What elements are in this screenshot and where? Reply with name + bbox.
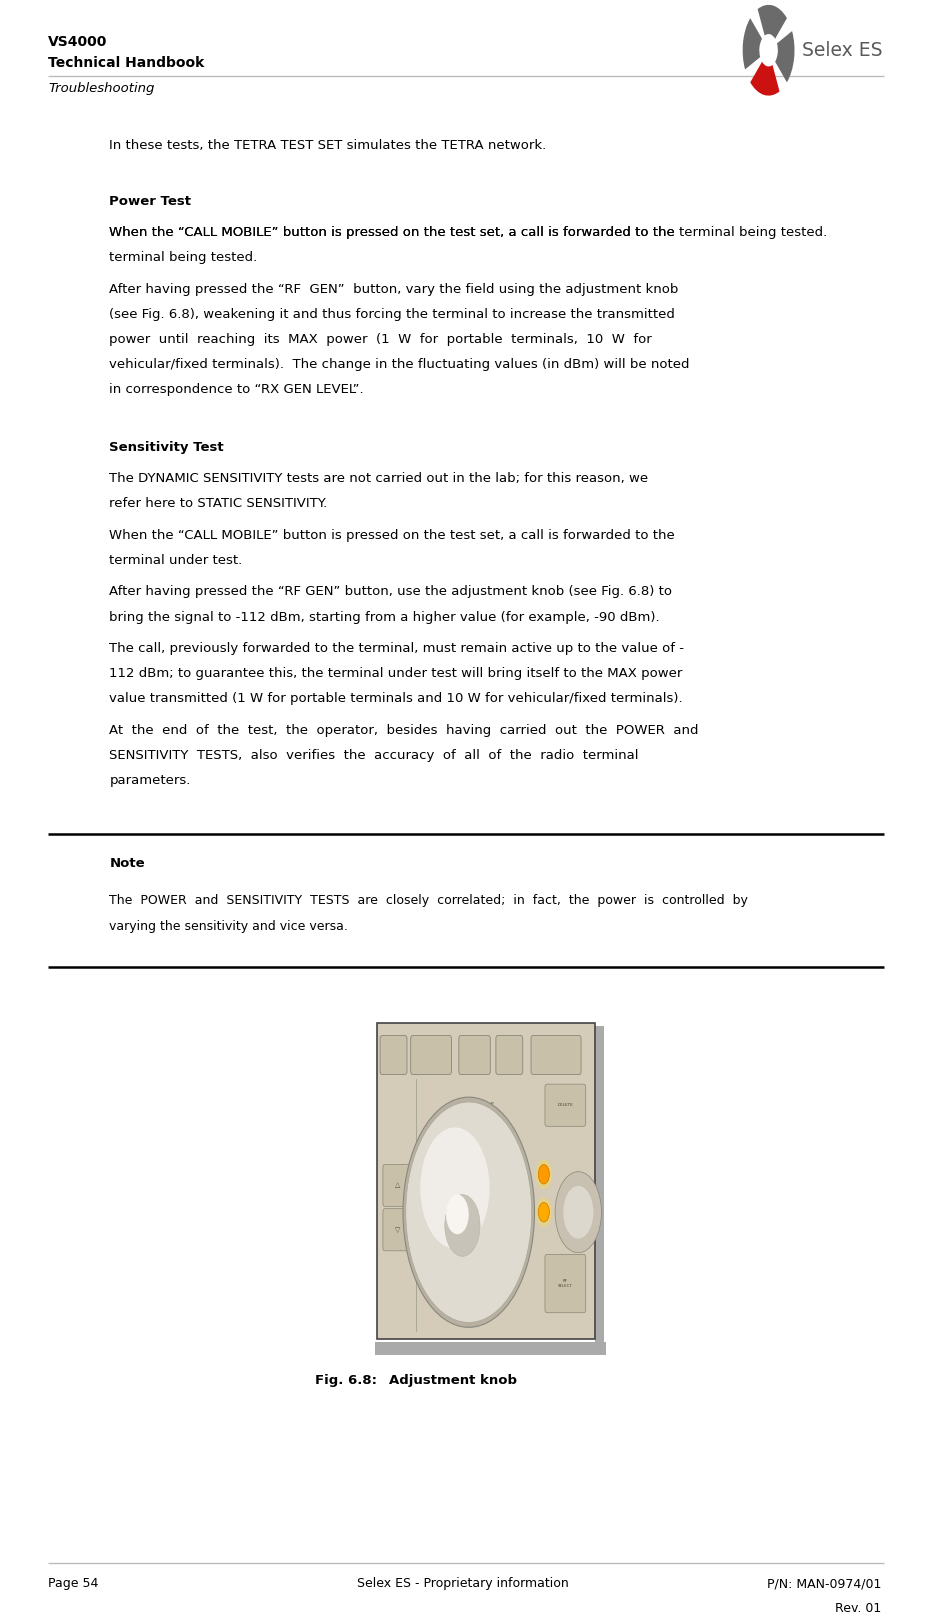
Text: Troubleshooting: Troubleshooting — [48, 81, 155, 96]
Text: in correspondence to “RX GEN LEVEL”.: in correspondence to “RX GEN LEVEL”. — [109, 383, 364, 396]
Text: RF
SELECT: RF SELECT — [558, 1279, 572, 1287]
Text: varying the sensitivity and vice versa.: varying the sensitivity and vice versa. — [109, 919, 348, 932]
Text: VARIABLE: VARIABLE — [465, 1102, 494, 1107]
Text: refer here to STATIC SENSITIVITY.: refer here to STATIC SENSITIVITY. — [109, 498, 328, 511]
Circle shape — [444, 1195, 480, 1256]
Text: Selex ES - Proprietary information: Selex ES - Proprietary information — [357, 1577, 569, 1590]
FancyBboxPatch shape — [544, 1084, 586, 1127]
FancyBboxPatch shape — [496, 1036, 523, 1075]
Text: The  POWER  and  SENSITIVITY  TESTS  are  closely  correlated;  in  fact,  the  : The POWER and SENSITIVITY TESTS are clos… — [109, 895, 748, 908]
FancyBboxPatch shape — [544, 1255, 586, 1313]
Text: Selex ES: Selex ES — [802, 41, 882, 60]
Text: (see Fig. 6.8), weakening it and thus forcing the terminal to increase the trans: (see Fig. 6.8), weakening it and thus fo… — [109, 308, 675, 321]
Text: Fig. 6.8:: Fig. 6.8: — [315, 1375, 377, 1388]
Circle shape — [403, 1097, 534, 1328]
FancyBboxPatch shape — [532, 1036, 582, 1075]
Text: terminal being tested.: terminal being tested. — [109, 251, 257, 264]
Circle shape — [538, 1164, 549, 1183]
FancyBboxPatch shape — [381, 1036, 407, 1075]
Text: The call, previously forwarded to the terminal, must remain active up to the val: The call, previously forwarded to the te… — [109, 642, 684, 655]
Text: VS4000: VS4000 — [48, 34, 107, 49]
Circle shape — [556, 1172, 602, 1253]
Wedge shape — [743, 18, 762, 70]
Text: Sensitivity Test: Sensitivity Test — [109, 441, 224, 454]
Bar — [595, 1026, 605, 1349]
Circle shape — [538, 1203, 549, 1222]
Text: Note: Note — [109, 858, 144, 870]
Text: Power Test: Power Test — [109, 195, 192, 207]
Text: △: △ — [395, 1182, 400, 1188]
Text: DELETE: DELETE — [557, 1104, 573, 1107]
Text: After having pressed the “RF GEN” button, use the adjustment knob (see Fig. 6.8): After having pressed the “RF GEN” button… — [109, 585, 672, 598]
Circle shape — [446, 1195, 469, 1234]
Text: When the “CALL MOBILE” button is pressed on the test set, a call is forwarded to: When the “CALL MOBILE” button is pressed… — [109, 225, 675, 238]
FancyBboxPatch shape — [411, 1036, 452, 1075]
Bar — [376, 1342, 607, 1355]
Text: The DYNAMIC SENSITIVITY tests are not carried out in the lab; for this reason, w: The DYNAMIC SENSITIVITY tests are not ca… — [109, 472, 648, 485]
Text: P/N: MAN-0974/01: P/N: MAN-0974/01 — [767, 1577, 882, 1590]
Text: When the “CALL MOBILE” button is pressed on the test set, a call is forwarded to: When the “CALL MOBILE” button is pressed… — [109, 225, 828, 238]
Text: Adjustment knob: Adjustment knob — [389, 1375, 517, 1388]
Text: bring the signal to -112 dBm, starting from a higher value (for example, -90 dBm: bring the signal to -112 dBm, starting f… — [109, 611, 660, 624]
Wedge shape — [750, 62, 780, 96]
Text: value transmitted (1 W for portable terminals and 10 W for vehicular/fixed termi: value transmitted (1 W for portable term… — [109, 692, 682, 705]
Circle shape — [535, 1159, 552, 1188]
FancyBboxPatch shape — [459, 1036, 491, 1075]
FancyBboxPatch shape — [383, 1209, 413, 1251]
Text: parameters.: parameters. — [109, 773, 191, 786]
Text: After having pressed the “RF  GEN”  button, vary the field using the adjustment : After having pressed the “RF GEN” button… — [109, 282, 679, 295]
Wedge shape — [775, 31, 795, 83]
Text: ▽: ▽ — [395, 1227, 400, 1232]
Text: At  the  end  of  the  test,  the  operator,  besides  having  carried  out  the: At the end of the test, the operator, be… — [109, 723, 699, 736]
Text: In these tests, the TETRA TEST SET simulates the TETRA network.: In these tests, the TETRA TEST SET simul… — [109, 139, 546, 152]
Text: 112 dBm; to guarantee this, the terminal under test will bring itself to the MAX: 112 dBm; to guarantee this, the terminal… — [109, 668, 682, 681]
Text: Page 54: Page 54 — [48, 1577, 98, 1590]
Circle shape — [406, 1102, 532, 1323]
Bar — [378, 1023, 595, 1339]
Text: power  until  reaching  its  MAX  power  (1  W  for  portable  terminals,  10  W: power until reaching its MAX power (1 W … — [109, 332, 652, 345]
Text: When the “CALL MOBILE” button is pressed on the test set, a call is forwarded to: When the “CALL MOBILE” button is pressed… — [109, 528, 675, 541]
Circle shape — [535, 1198, 552, 1227]
Circle shape — [563, 1187, 594, 1238]
Wedge shape — [757, 5, 787, 39]
FancyBboxPatch shape — [383, 1164, 413, 1206]
Text: vehicular/fixed terminals).  The change in the fluctuating values (in dBm) will : vehicular/fixed terminals). The change i… — [109, 358, 690, 371]
Circle shape — [420, 1127, 490, 1248]
Text: Rev. 01: Rev. 01 — [835, 1602, 882, 1616]
Text: terminal under test.: terminal under test. — [109, 554, 243, 567]
Text: Technical Handbook: Technical Handbook — [48, 55, 205, 70]
Text: SENSITIVITY  TESTS,  also  verifies  the  accuracy  of  all  of  the  radio  ter: SENSITIVITY TESTS, also verifies the acc… — [109, 749, 639, 762]
